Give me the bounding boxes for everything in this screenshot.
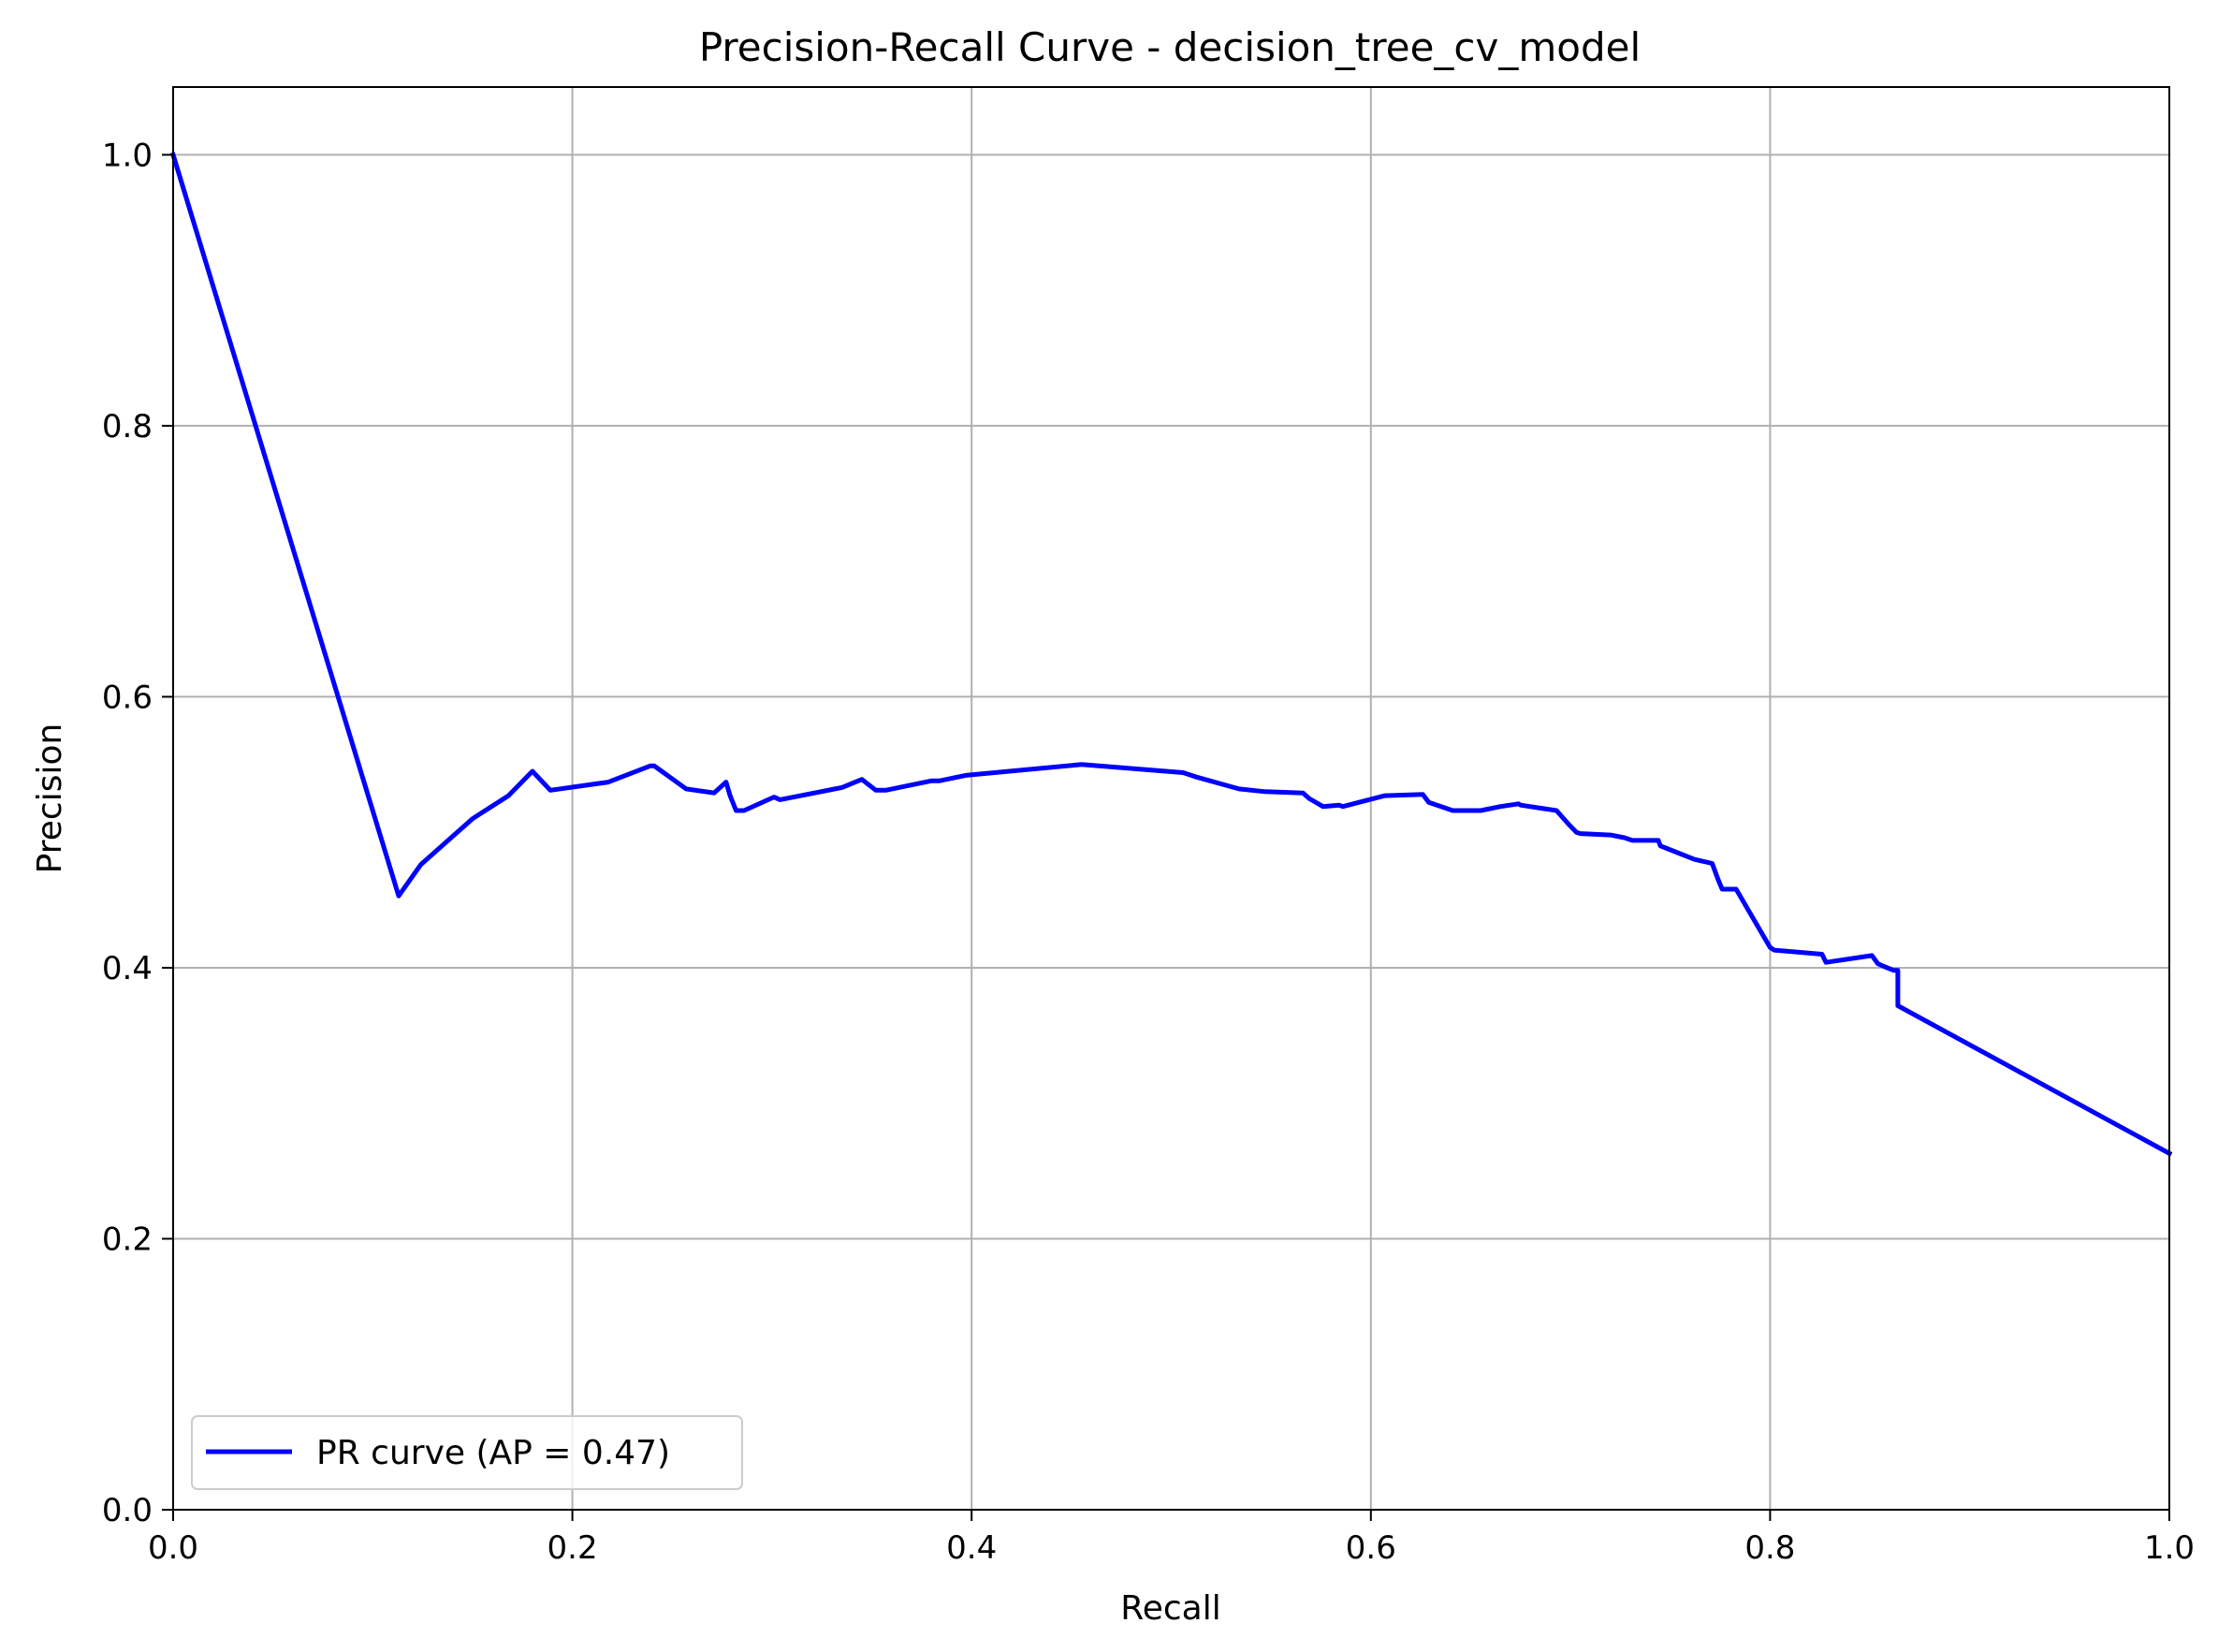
plot-background (173, 87, 2169, 1510)
y-tick-label: 0.2 (102, 1221, 153, 1258)
x-tick-label: 1.0 (2144, 1529, 2195, 1567)
axis-ticks: 0.0 0.2 0.4 0.6 0.8 1.0 0.0 0.2 0.4 0.6 0.8 1.0 (102, 137, 2195, 1567)
y-tick-label: 0.8 (102, 408, 153, 446)
y-tick-label: 0.4 (102, 950, 153, 987)
plot-area: 0.0 0.2 0.4 0.6 0.8 1.0 0.0 0.2 0.4 0.6 0.8 1.0 (102, 86, 2195, 1567)
chart-title: Precision-Recall Curve - decision_tree_c… (699, 24, 1641, 70)
y-axis-label: Precision (31, 724, 69, 874)
y-tick-label: 0.0 (102, 1492, 153, 1529)
x-tick-label: 0.6 (1346, 1529, 1396, 1567)
x-tick-label: 0.4 (946, 1529, 997, 1567)
y-tick-label: 1.0 (102, 137, 153, 174)
x-tick-label: 0.8 (1744, 1529, 1795, 1567)
legend: PR curve (AP = 0.47) (191, 1415, 743, 1490)
grid (172, 87, 2170, 1511)
series-layer (169, 152, 2173, 1157)
pr-curve-line (169, 152, 2173, 1157)
x-tick-label: 0.0 (148, 1529, 198, 1567)
x-axis-label: Recall (1120, 1589, 1220, 1628)
x-tick-label: 0.2 (547, 1529, 598, 1567)
y-tick-label: 0.6 (102, 679, 153, 716)
plot-frame (172, 86, 2170, 1511)
legend-label: PR curve (AP = 0.47) (316, 1434, 670, 1472)
legend-box (191, 1415, 743, 1490)
